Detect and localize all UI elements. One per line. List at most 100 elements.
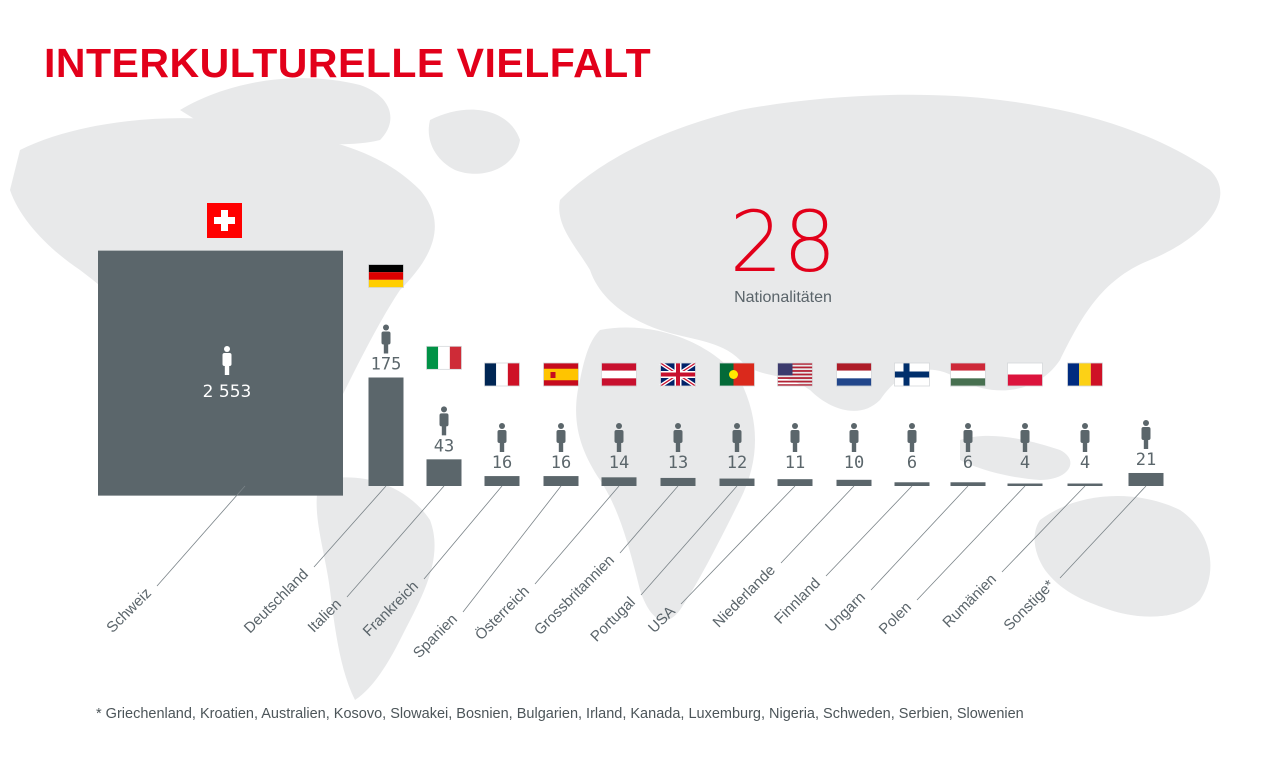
bar: [719, 478, 755, 486]
bar: [484, 476, 520, 486]
flag-romania-icon: [1067, 362, 1103, 387]
person-icon: [849, 423, 859, 452]
value-label: 14: [609, 453, 629, 473]
footnote: * Griechenland, Kroatien, Australien, Ko…: [96, 706, 1024, 722]
leader-line: [680, 485, 796, 605]
person-icon: [963, 423, 973, 452]
person-icon: [381, 324, 391, 354]
leader-line: [313, 485, 387, 568]
flag-finland-icon: [894, 362, 930, 387]
flag-austria-icon: [601, 362, 637, 387]
nationalities-label: Nationalitäten: [734, 289, 832, 306]
category-label: Niederlande: [710, 562, 779, 631]
value-label: 43: [434, 436, 454, 456]
value-label: 12: [727, 453, 747, 473]
leader-line: [346, 485, 445, 598]
person-icon: [439, 406, 449, 436]
leader-line: [462, 485, 562, 613]
category-label: Polen: [876, 599, 915, 638]
bar-group-5: 14 Österreich: [471, 362, 637, 644]
flag-usa-icon: [777, 362, 813, 387]
bar: [777, 479, 813, 486]
person-icon: [1141, 419, 1151, 449]
person-icon: [614, 423, 624, 452]
category-label: Österreich: [471, 582, 533, 644]
category-label: Ungarn: [822, 589, 869, 636]
bar: [426, 459, 462, 486]
category-label: Italien: [305, 596, 345, 636]
bar-group-0: 2 553 Schweiz: [98, 203, 343, 636]
page-title: INTERKULTURELLE VIELFALT: [44, 40, 652, 86]
value-label: 4: [1080, 453, 1090, 473]
flag-italy-icon: [426, 345, 462, 370]
leader-line: [534, 485, 620, 585]
category-label: Spanien: [410, 611, 461, 662]
bar-group-9: 10 Niederlande: [710, 362, 872, 631]
bar: [894, 482, 930, 486]
category-label: USA: [645, 603, 679, 637]
value-label: 13: [668, 453, 688, 473]
category-label: Deutschland: [241, 566, 312, 637]
leader-line: [916, 485, 1026, 601]
bar: [1007, 483, 1043, 486]
bar-group-8: 11 USA: [645, 362, 813, 637]
leader-line: [423, 485, 503, 580]
bar: [1128, 472, 1164, 486]
person-icon: [907, 423, 917, 452]
bar: [950, 482, 986, 486]
person-icon: [1020, 423, 1030, 452]
category-label: Finnland: [771, 575, 824, 628]
bar: [543, 476, 579, 486]
category-label: Frankreich: [360, 578, 422, 640]
bar-group-10: 6 Finnland: [771, 362, 930, 628]
value-label: 6: [907, 453, 917, 473]
person-icon: [673, 423, 683, 452]
value-label: 10: [844, 453, 864, 473]
flag-spain-icon: [543, 362, 579, 387]
bar-group-11: 6 Ungarn: [822, 362, 986, 636]
bar: [660, 477, 696, 486]
leader-line: [870, 485, 969, 591]
bar-group-13: 4 Rumänien: [939, 362, 1103, 631]
leader-line: [619, 485, 679, 554]
value-label: 2 553: [203, 382, 252, 402]
leader-line: [825, 485, 913, 577]
value-label: 11: [785, 453, 805, 473]
person-icon: [497, 423, 507, 452]
flag-germany-icon: [368, 264, 404, 288]
value-label: 16: [551, 453, 571, 473]
value-label: 4: [1020, 453, 1030, 473]
flag-netherlands-icon: [836, 362, 872, 387]
value-label: 175: [371, 355, 402, 375]
bar-group-12: 4 Polen: [876, 362, 1043, 638]
leader-line: [640, 485, 738, 596]
category-label: Portugal: [587, 594, 639, 646]
leader-line: [156, 485, 246, 587]
bar: [1067, 483, 1103, 486]
flag-poland-icon: [1007, 362, 1043, 387]
nationalities-count: 28: [729, 193, 837, 291]
value-label: 21: [1136, 450, 1156, 470]
flag-portugal-icon: [719, 362, 755, 387]
flag-switzerland-icon: [207, 203, 242, 238]
leader-line: [1001, 485, 1086, 573]
leader-line: [780, 485, 855, 564]
flag-hungary-icon: [950, 362, 986, 387]
bar: [368, 377, 404, 486]
person-icon: [790, 423, 800, 452]
bar: [601, 477, 637, 486]
category-label: Rumänien: [939, 571, 999, 631]
leader-line: [1059, 485, 1147, 579]
bar: [836, 479, 872, 486]
person-icon: [556, 423, 566, 452]
category-label: Schweiz: [103, 585, 155, 637]
flag-united-kingdom-icon: [659, 361, 697, 388]
flag-france-icon: [484, 362, 520, 387]
value-label: 16: [492, 453, 512, 473]
category-label: Sonstige*: [1000, 577, 1058, 635]
value-label: 6: [963, 453, 973, 473]
bar: [98, 250, 343, 496]
person-icon: [732, 423, 742, 452]
